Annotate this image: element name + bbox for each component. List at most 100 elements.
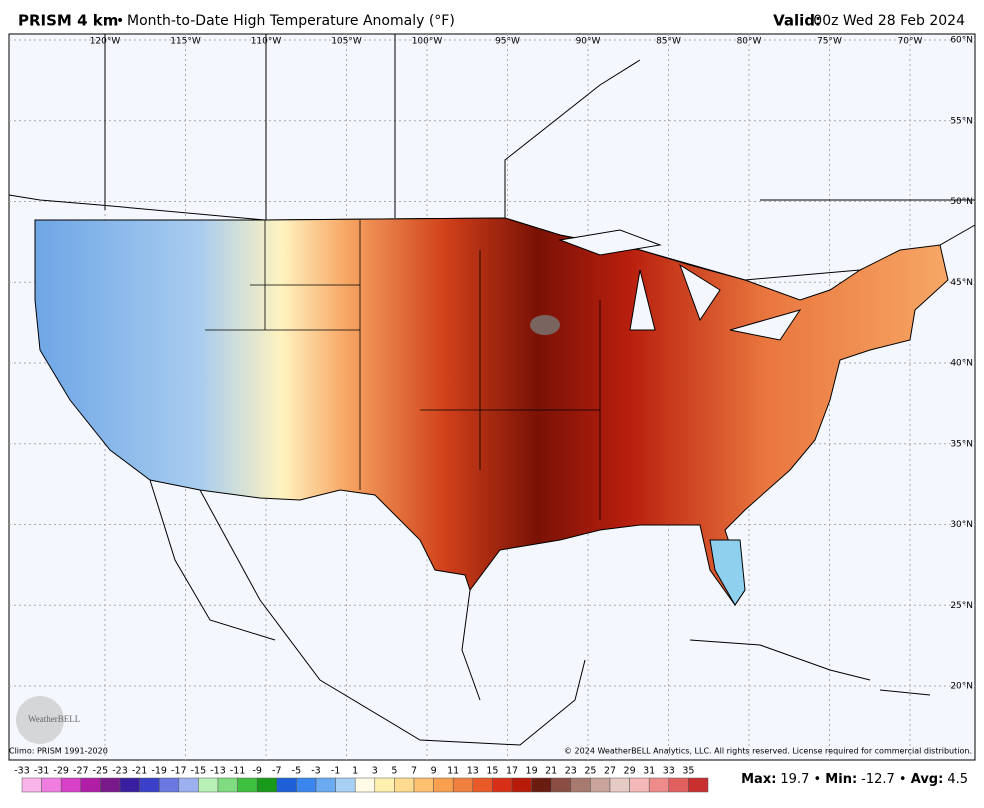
colorbar-label: 33 (663, 766, 675, 777)
colorbar-label: 19 (526, 766, 538, 777)
longitude-label: 90°W (576, 37, 601, 47)
stats-line: Max: 19.7 • Min: -12.7 • Avg: 4.5 (741, 772, 968, 787)
colorbar-swatch (550, 777, 572, 793)
valid-label: Valid: (773, 12, 821, 30)
colorbar-label: -15 (191, 766, 207, 777)
colorbar-swatch (609, 777, 630, 793)
longitude-label: 95°W (495, 37, 520, 47)
colorbar-label: -23 (112, 766, 128, 777)
colorbar-label: -21 (132, 766, 148, 777)
caribbean (689, 639, 931, 696)
colorbar-swatch (198, 777, 219, 793)
great-lakes (558, 229, 802, 341)
stat-value: 4.5 (947, 772, 968, 787)
latitude-label: 20°N (950, 682, 973, 692)
colorbar-swatch (119, 777, 140, 793)
colorbar-swatch (531, 777, 552, 793)
stats-separator: • (895, 772, 911, 787)
latitude-label: 55°N (950, 116, 973, 126)
colorbar-label: -17 (171, 766, 187, 777)
colorbar-label: 29 (624, 766, 636, 777)
colorbar-swatch (629, 777, 650, 793)
colorbar-label: 17 (506, 766, 518, 777)
colorbar-swatch (237, 777, 258, 793)
colorbar-swatch (217, 777, 238, 793)
map-title: Month-to-Date High Temperature Anomaly (… (127, 13, 455, 29)
colorbar-label: 35 (682, 766, 694, 777)
colorbar-label: -31 (34, 766, 50, 777)
longitude-label: 70°W (898, 37, 923, 47)
colorbar-swatch (511, 777, 532, 793)
colorbar-label: -33 (14, 766, 30, 777)
colorbar-swatch (178, 777, 199, 793)
colorbar-swatch (648, 777, 670, 793)
longitude-label: 85°W (656, 37, 681, 47)
colorbar-swatch (668, 777, 689, 793)
colorbar-swatch (276, 777, 297, 793)
colorbar-label: -19 (151, 766, 167, 777)
colorbar-swatch (354, 777, 376, 793)
longitude-label: 105°W (331, 37, 362, 47)
colorbar-label: 1 (352, 766, 358, 777)
latitude-label: 25°N (950, 601, 973, 611)
colorbar-swatch (21, 777, 42, 793)
colorbar-label: 9 (431, 766, 437, 777)
colorbar-label: -13 (210, 766, 226, 777)
colorbar-label: 31 (643, 766, 655, 777)
stat-value: 19.7 (780, 772, 809, 787)
colorbar-swatch (413, 777, 434, 793)
colorbar-swatch (433, 777, 454, 793)
colorbar: -33 -31 -29 -27 -25 -23 -21 -19 -17 -15 -13 -1 1 -9 -7… (14, 766, 709, 793)
mexico-outline (149, 479, 586, 746)
colorbar-swatch (296, 777, 317, 793)
colorbar-label: -9 (252, 766, 261, 777)
longitude-label: 115°W (170, 37, 201, 47)
latitude-label: 40°N (950, 359, 973, 369)
colorbar-label: 25 (584, 766, 596, 777)
colorbar-swatch (315, 777, 336, 793)
colorbar-swatch (590, 777, 611, 793)
colorbar-label: 3 (372, 766, 378, 777)
colorbar-swatch (100, 777, 121, 793)
stat-label: Min: (825, 772, 857, 787)
colorbar-swatch (452, 777, 474, 793)
missing-data (530, 315, 560, 335)
colorbar-label: 21 (545, 766, 557, 777)
colorbar-label: 27 (604, 766, 616, 777)
stats-separator: • (809, 772, 825, 787)
product: PRISM 4 km (18, 12, 118, 30)
stats: Max: 19.7 • Min: -12.7 • Avg: 4.5 (741, 772, 968, 787)
stat-value: -12.7 (861, 772, 895, 787)
colorbar-label: -1 (331, 766, 340, 777)
latitude-label: 35°N (950, 439, 973, 449)
stat-label: Max: (741, 772, 776, 787)
colorbar-label: -7 (272, 766, 281, 777)
colorbar-swatch (41, 777, 62, 793)
state-lines (205, 220, 601, 520)
logo-icon (16, 696, 64, 744)
colorbar-swatch (492, 777, 513, 793)
colorbar-label: 23 (565, 766, 577, 777)
climo-note: Climo: PRISM 1991-2020 (9, 747, 108, 756)
colorbar-swatch (394, 777, 415, 793)
colorbar-swatch (335, 777, 356, 793)
logo: WeatherBELL (28, 714, 80, 724)
colorbar-label: -27 (73, 766, 89, 777)
longitude-label: 120°W (90, 37, 121, 47)
colorbar-swatch (139, 777, 160, 793)
colorbar-label: 5 (391, 766, 397, 777)
colorbar-swatch (256, 777, 278, 793)
copyright: © 2024 WeatherBELL Analytics, LLC. All r… (564, 747, 972, 756)
colorbar-swatch (60, 777, 82, 793)
colorbar-label: -25 (93, 766, 109, 777)
colorbar-swatch (374, 777, 395, 793)
colorbar-swatch (472, 777, 493, 793)
latitude-label: 50°N (950, 197, 973, 207)
valid-time: 00z Wed 28 Feb 2024 (813, 13, 965, 29)
colorbar-label: -29 (53, 766, 69, 777)
stat-label: Avg: (911, 772, 944, 787)
longitude-label: 110°W (251, 37, 282, 47)
longitude-label: 100°W (412, 37, 443, 47)
